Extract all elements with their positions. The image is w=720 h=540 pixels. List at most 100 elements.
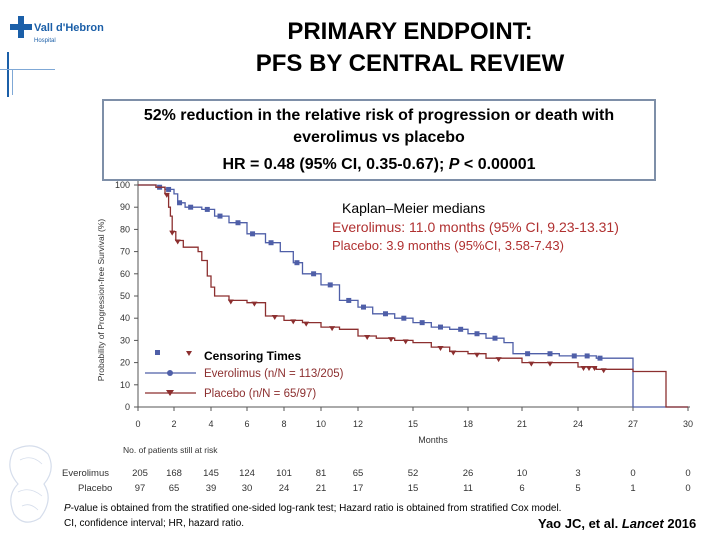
censor-mark-everolimus bbox=[458, 326, 464, 332]
censor-mark-everolimus bbox=[383, 311, 388, 317]
censor-mark-everolimus bbox=[571, 353, 577, 359]
risk-cell: 11 bbox=[463, 483, 473, 494]
risk-cell: 39 bbox=[206, 483, 217, 494]
y-axis-label: Probability of Progression-free Survival… bbox=[96, 219, 106, 382]
legend-title: Censoring Times bbox=[204, 349, 301, 363]
risk-cell: 10 bbox=[517, 468, 528, 479]
risk-cell: 168 bbox=[166, 468, 182, 479]
risk-cell: 17 bbox=[353, 483, 364, 494]
legend-marker-everolimus-icon bbox=[167, 370, 173, 376]
risk-cell: 15 bbox=[408, 483, 419, 494]
censor-mark-everolimus bbox=[217, 213, 223, 219]
x-axis-label: Months bbox=[418, 435, 448, 445]
censor-mark-everolimus bbox=[188, 204, 194, 210]
censor-mark-everolimus bbox=[177, 200, 183, 206]
censor-mark-placebo bbox=[547, 361, 553, 367]
legend-label-everolimus: Everolimus (n/N = 113/205) bbox=[204, 368, 344, 380]
risk-table-label: No. of patients still at risk bbox=[123, 445, 218, 455]
censor-mark-placebo bbox=[591, 366, 598, 372]
risk-cell: 1 bbox=[630, 483, 635, 494]
x-tick-label: 21 bbox=[517, 419, 527, 429]
x-tick-label: 24 bbox=[573, 419, 583, 429]
citation-journal: Lancet bbox=[621, 516, 664, 531]
summary-box: 52% reduction in the relative risk of pr… bbox=[102, 99, 656, 181]
risk-cell: 65 bbox=[169, 483, 180, 494]
censor-mark-placebo bbox=[251, 301, 258, 307]
risk-row-name: Everolimus bbox=[62, 468, 109, 479]
censor-mark-everolimus bbox=[547, 351, 553, 357]
footnote-pvalue: P-value is obtained from the stratified … bbox=[64, 503, 562, 514]
censor-mark-everolimus bbox=[438, 324, 443, 330]
risk-cell: 0 bbox=[685, 483, 690, 494]
km-medians-title: Kaplan–Meier medians bbox=[342, 200, 485, 216]
risk-cell: 30 bbox=[242, 483, 253, 494]
censor-mark-everolimus bbox=[268, 240, 274, 246]
risk-row-name: Placebo bbox=[78, 483, 112, 494]
risk-cell: 145 bbox=[203, 468, 219, 479]
footnote-abbreviations: CI, confidence interval; HR, hazard rati… bbox=[64, 518, 245, 529]
censor-mark-placebo bbox=[227, 299, 234, 305]
y-tick-label: 0 bbox=[125, 402, 130, 412]
decorative-line bbox=[0, 69, 55, 70]
x-tick-label: 12 bbox=[353, 419, 363, 429]
censor-mark-everolimus bbox=[492, 335, 498, 341]
summary-line2: everolimus vs placebo bbox=[293, 129, 465, 146]
legend-censor-everolimus-icon bbox=[155, 350, 160, 355]
legend-marker-placebo-icon bbox=[166, 390, 174, 396]
censor-mark-everolimus bbox=[597, 355, 603, 361]
hospital-logo: Vall d'Hebron Hospital bbox=[6, 8, 116, 48]
decorative-line bbox=[12, 70, 13, 95]
censor-mark-everolimus bbox=[294, 260, 300, 266]
y-tick-label: 100 bbox=[115, 180, 130, 190]
censor-mark-everolimus bbox=[204, 206, 210, 212]
x-tick-label: 0 bbox=[135, 419, 140, 429]
censor-mark-placebo bbox=[450, 350, 457, 356]
km-median-placebo: Placebo: 3.9 months (95%CI, 3.58-7.43) bbox=[332, 238, 564, 253]
censor-mark-placebo bbox=[586, 366, 592, 372]
risk-cell: 0 bbox=[630, 468, 635, 479]
logo-subtitle: Hospital bbox=[34, 38, 56, 44]
y-tick-label: 90 bbox=[120, 202, 130, 212]
risk-cell: 205 bbox=[132, 468, 148, 479]
y-tick-label: 80 bbox=[120, 224, 130, 234]
y-tick-label: 50 bbox=[120, 291, 130, 301]
censor-mark-everolimus bbox=[166, 186, 172, 192]
y-tick-label: 40 bbox=[120, 313, 130, 323]
p-symbol: P bbox=[448, 156, 460, 173]
censor-mark-placebo bbox=[329, 326, 336, 332]
censor-mark-everolimus bbox=[311, 271, 317, 277]
x-tick-label: 2 bbox=[171, 419, 176, 429]
censor-mark-everolimus bbox=[235, 220, 241, 226]
risk-cell: 0 bbox=[685, 468, 690, 479]
x-tick-label: 30 bbox=[683, 419, 693, 429]
censor-mark-placebo bbox=[364, 334, 371, 340]
censor-mark-everolimus bbox=[346, 297, 352, 303]
risk-cell: 5 bbox=[575, 483, 580, 494]
chart-series: Kaplan–Meier medians Everolimus: 11.0 mon… bbox=[138, 184, 688, 408]
y-tick-label: 60 bbox=[120, 269, 130, 279]
decorative-line bbox=[7, 52, 9, 97]
risk-cell: 6 bbox=[519, 483, 524, 494]
watermark-illustration bbox=[9, 445, 52, 523]
censor-mark-placebo bbox=[163, 192, 170, 198]
x-tick-label: 4 bbox=[208, 419, 213, 429]
logo-mark-icon bbox=[10, 16, 32, 38]
censor-mark-placebo bbox=[303, 321, 310, 327]
x-tick-label: 10 bbox=[316, 419, 326, 429]
censor-mark-everolimus bbox=[474, 331, 480, 337]
censor-mark-placebo bbox=[174, 239, 181, 245]
risk-cell: 124 bbox=[239, 468, 255, 479]
x-tick-label: 27 bbox=[628, 419, 638, 429]
x-tick-label: 18 bbox=[463, 419, 473, 429]
slide-title-line2: PFS BY CENTRAL REVIEW bbox=[255, 50, 565, 77]
censor-mark-placebo bbox=[600, 368, 607, 374]
x-tick-label: 15 bbox=[408, 419, 418, 429]
censor-mark-placebo bbox=[528, 361, 535, 367]
summary-line1: 52% reduction in the relative risk of pr… bbox=[143, 107, 615, 124]
logo-name: Vall d'Hebron bbox=[34, 22, 104, 34]
y-tick-label: 30 bbox=[120, 335, 130, 345]
censor-mark-everolimus bbox=[525, 351, 531, 357]
risk-cell: 81 bbox=[316, 468, 327, 479]
